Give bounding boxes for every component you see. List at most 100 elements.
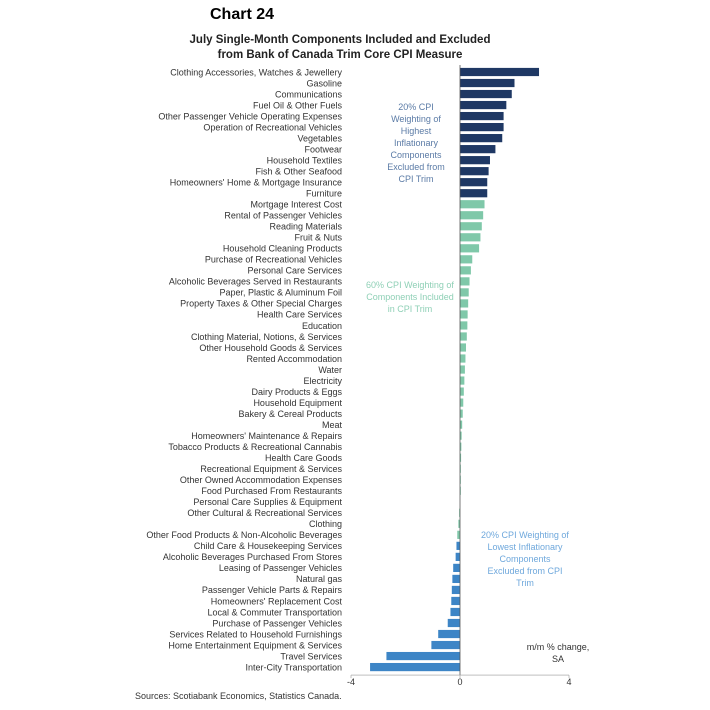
category-label: Household Cleaning Products [223, 244, 343, 254]
bar [460, 321, 468, 330]
bar [460, 78, 515, 88]
category-label: Dairy Products & Eggs [251, 387, 342, 397]
bar [460, 100, 507, 110]
bar [460, 376, 465, 385]
category-label: Furniture [306, 189, 342, 199]
bar [460, 211, 484, 220]
category-label: Fuel Oil & Other Fuels [253, 100, 343, 110]
category-label: Homeowners' Home & Mortgage Insurance [170, 178, 342, 188]
category-label: Clothing Material, Notions, & Services [191, 332, 343, 342]
category-label: Paper, Plastic & Aluminum Foil [219, 288, 342, 298]
category-label: Services Related to Household Furnishing… [169, 629, 342, 639]
category-label: Purchase of Passenger Vehicles [212, 618, 342, 628]
category-label: Natural gas [296, 574, 343, 584]
category-label: Property Taxes & Other Special Charges [180, 299, 342, 309]
category-label: Local & Commuter Transportation [207, 607, 342, 617]
bar [370, 662, 460, 672]
bar [452, 574, 460, 584]
bar [460, 89, 512, 99]
x-tick-label: -4 [347, 677, 355, 687]
bar [460, 167, 489, 176]
bar [456, 541, 460, 550]
x-tick-label: 4 [566, 677, 571, 687]
bar [450, 607, 460, 617]
bar [457, 530, 460, 539]
bar [431, 640, 460, 650]
category-label: Electricity [303, 376, 342, 386]
annotation-middle-included: 60% CPI Weighting of Components Included… [366, 280, 454, 314]
units-label: m/m % change, SA [526, 642, 590, 664]
bar [460, 332, 467, 341]
category-label: Homeowners' Maintenance & Repairs [191, 431, 342, 441]
x-tick-label: 0 [457, 677, 462, 687]
bar [460, 387, 464, 396]
category-label: Operation of Recreational Vehicles [203, 122, 342, 132]
category-label: Tobacco Products & Recreational Cannabis [168, 442, 342, 452]
category-label: Alcoholic Beverages Served in Restaurant… [169, 277, 343, 287]
category-label: Clothing Accessories, Watches & Jeweller… [170, 67, 342, 77]
bar [460, 288, 469, 297]
category-label: Alcoholic Beverages Purchased From Store… [163, 552, 343, 562]
bar [460, 233, 481, 242]
chart-title-line-2: from Bank of Canada Trim Core CPI Measur… [217, 49, 463, 61]
category-label: Inter-City Transportation [245, 662, 342, 672]
bar [460, 398, 464, 407]
category-label: Meat [322, 420, 343, 430]
bar [460, 67, 540, 77]
bar [460, 123, 504, 132]
bar [451, 596, 460, 606]
chart-title-line-1: July Single-Month Components Included an… [189, 34, 491, 46]
bar [460, 431, 462, 440]
category-label: Other Food Products & Non-Alcoholic Beve… [146, 530, 342, 540]
category-label: Other Cultural & Recreational Services [187, 508, 342, 518]
category-label: Communications [275, 89, 343, 99]
bar [460, 145, 496, 154]
category-label: Passenger Vehicle Parts & Repairs [202, 585, 343, 595]
category-label: Health Care Goods [265, 453, 343, 463]
category-label: Leasing of Passenger Vehicles [219, 563, 343, 573]
bar [460, 343, 466, 352]
category-label: Mortgage Interest Cost [250, 200, 342, 210]
bar [460, 442, 462, 451]
bar [458, 519, 460, 528]
bar [460, 277, 470, 286]
category-label: Reading Materials [269, 222, 342, 232]
bar [460, 189, 488, 198]
category-label: Household Textiles [267, 155, 343, 165]
category-label: Other Owned Accommodation Expenses [180, 475, 343, 485]
category-label: Homeowners' Replacement Cost [211, 596, 343, 606]
category-label: Clothing [309, 519, 342, 529]
category-label: Water [318, 365, 342, 375]
chart-number: Chart 24 [210, 6, 275, 23]
bar [460, 409, 463, 418]
bar [460, 156, 490, 165]
bar [460, 111, 504, 121]
category-label: Rental of Passenger Vehicles [224, 211, 342, 221]
bar [460, 244, 480, 253]
category-label: Other Household Goods & Services [199, 343, 342, 353]
category-label: Vegetables [297, 133, 342, 143]
bar [460, 464, 461, 473]
bar [460, 178, 488, 187]
bar [453, 563, 460, 572]
category-label: Home Entertainment Equipment & Services [168, 640, 342, 650]
category-label: Child Care & Housekeeping Services [194, 541, 343, 551]
bar [459, 508, 460, 517]
bar [460, 310, 468, 319]
category-label: Recreational Equipment & Services [200, 464, 342, 474]
category-label: Food Purchased From Restaurants [201, 486, 342, 496]
category-label: Bakery & Cereal Products [238, 409, 342, 419]
bar [460, 266, 471, 275]
category-label: Fish & Other Seafood [255, 166, 342, 176]
bar [451, 585, 460, 595]
bar [460, 420, 463, 429]
bar [460, 222, 482, 231]
bar [460, 134, 503, 143]
category-label: Rented Accommodation [246, 354, 342, 364]
bar [438, 629, 460, 639]
category-label: Other Passenger Vehicle Operating Expens… [158, 111, 342, 121]
category-label: Personal Care Services [247, 266, 342, 276]
source-note: Sources: Scotiabank Economics, Statistic… [135, 691, 342, 701]
bar [460, 200, 485, 209]
